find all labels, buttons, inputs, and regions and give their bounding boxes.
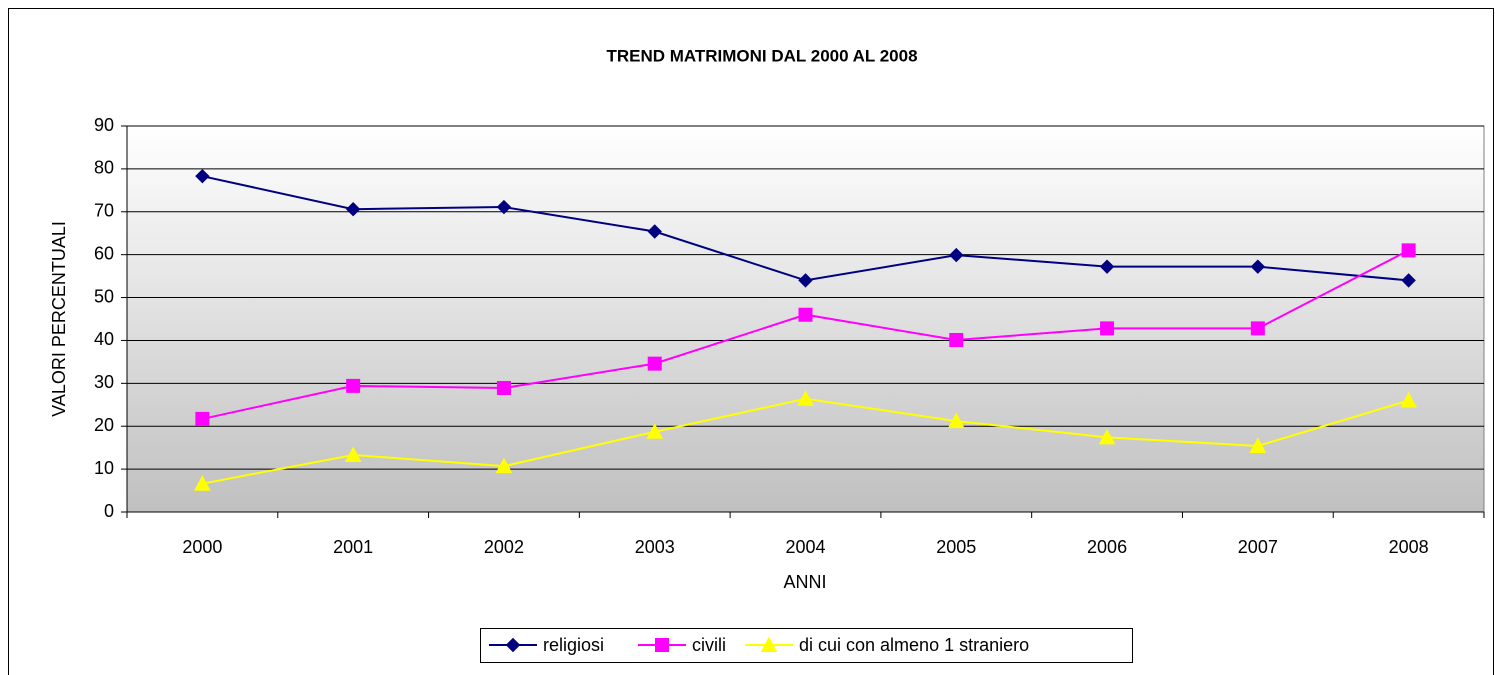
legend-label: di cui con almeno 1 straniero: [799, 635, 1029, 655]
legend-marker: [505, 637, 521, 653]
x-tick-label: 2000: [182, 537, 222, 557]
legend-label: religiosi: [543, 635, 604, 655]
data-point: [797, 390, 814, 406]
chart-border: [8, 8, 1494, 675]
data-point: [1100, 321, 1115, 336]
data-point: [345, 201, 361, 217]
data-point: [647, 224, 662, 239]
y-tick-label: 90: [94, 115, 114, 135]
data-point: [1401, 243, 1416, 258]
data-point: [1249, 437, 1267, 453]
y-tick-label: 80: [94, 158, 114, 178]
chart-title: TREND MATRIMONI DAL 2000 AL 2008: [606, 46, 917, 65]
legend-marker: [655, 638, 669, 652]
data-point: [195, 168, 210, 184]
data-point: [1098, 428, 1116, 445]
x-axis-label: ANNI: [783, 572, 826, 592]
x-tick-label: 2008: [1389, 537, 1429, 557]
x-tick-label: 2006: [1087, 537, 1127, 557]
x-tick-label: 2001: [333, 537, 373, 557]
y-tick-label: 30: [94, 372, 114, 392]
legend: [480, 628, 1133, 663]
data-point: [1099, 259, 1115, 274]
y-tick-label: 10: [94, 458, 114, 478]
x-tick-label: 2007: [1238, 537, 1278, 557]
data-point: [798, 273, 813, 288]
y-tick-label: 60: [94, 243, 114, 263]
data-point: [1401, 273, 1416, 288]
legend-label: civili: [692, 635, 726, 655]
y-axis-label: VALORI PERCENTUALI: [49, 221, 69, 417]
data-point: [496, 381, 511, 396]
data-point: [949, 247, 964, 263]
data-point: [194, 475, 211, 491]
data-point: [1400, 391, 1417, 408]
legend-marker: [760, 636, 778, 652]
y-tick-label: 0: [104, 501, 114, 521]
data-point: [947, 412, 965, 429]
data-point: [344, 446, 362, 462]
x-tick-label: 2003: [635, 537, 675, 557]
y-tick-label: 40: [94, 329, 114, 349]
data-point: [1250, 259, 1266, 274]
y-tick-label: 20: [94, 415, 114, 435]
data-point: [346, 378, 361, 393]
data-point: [647, 356, 662, 371]
data-point: [798, 307, 813, 322]
y-tick-label: 70: [94, 201, 114, 221]
data-point: [495, 457, 513, 474]
x-tick-label: 2005: [936, 537, 976, 557]
x-tick-label: 2004: [785, 537, 825, 557]
y-tick-label: 50: [94, 286, 114, 306]
data-point: [949, 333, 964, 348]
x-tick-label: 2002: [484, 537, 524, 557]
data-point: [496, 199, 512, 215]
data-point: [646, 423, 664, 439]
data-point: [195, 411, 210, 426]
data-point: [1250, 321, 1265, 336]
